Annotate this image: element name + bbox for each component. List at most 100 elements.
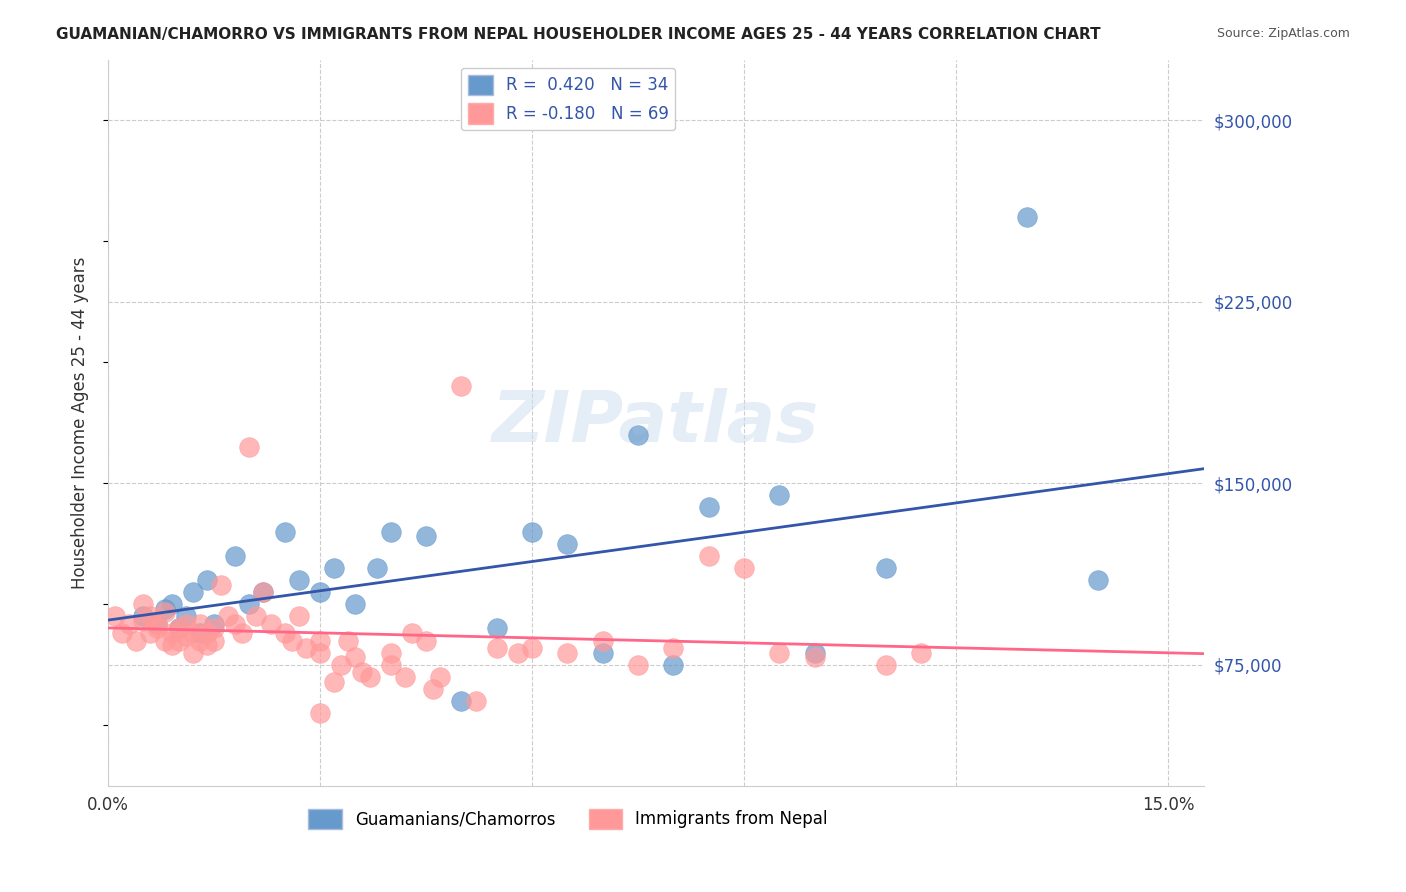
Text: GUAMANIAN/CHAMORRO VS IMMIGRANTS FROM NEPAL HOUSEHOLDER INCOME AGES 25 - 44 YEAR: GUAMANIAN/CHAMORRO VS IMMIGRANTS FROM NE… (56, 27, 1101, 42)
Point (231, 626, 253, 640)
Point (195, 573, 218, 587)
Point (485, 640, 508, 655)
Point (132, 609, 155, 624)
Point (167, 633, 190, 648)
Point (104, 609, 127, 624)
Point (394, 670, 416, 684)
Point (153, 605, 176, 619)
Point (188, 633, 211, 648)
Point (295, 640, 318, 655)
Point (132, 597, 155, 611)
Point (288, 609, 311, 624)
Point (125, 633, 148, 648)
Point (174, 629, 197, 643)
Point (224, 549, 246, 563)
Point (520, 640, 543, 655)
Point (224, 616, 246, 631)
Point (111, 626, 134, 640)
Point (464, 694, 486, 708)
Point (520, 524, 543, 539)
Point (1087, 573, 1109, 587)
Point (245, 609, 267, 624)
Point (323, 561, 346, 575)
Point (309, 706, 332, 721)
Point (309, 646, 332, 660)
Point (309, 633, 332, 648)
Point (557, 646, 579, 660)
Point (697, 549, 720, 563)
Point (181, 585, 204, 599)
Point (160, 597, 183, 611)
Point (662, 640, 685, 655)
Point (195, 626, 218, 640)
Point (323, 674, 346, 689)
Point (195, 639, 218, 653)
Point (804, 646, 827, 660)
Point (181, 646, 204, 660)
Point (450, 379, 472, 393)
Point (337, 633, 360, 648)
Point (139, 609, 162, 624)
Point (422, 681, 444, 696)
Point (202, 616, 225, 631)
Point (252, 585, 274, 599)
Point (174, 609, 197, 624)
Point (252, 585, 274, 599)
Text: ZIPatlas: ZIPatlas (492, 388, 820, 458)
Point (188, 616, 211, 631)
Point (380, 646, 402, 660)
Point (188, 626, 211, 640)
Point (450, 694, 472, 708)
Point (174, 616, 197, 631)
Point (132, 614, 155, 628)
Point (804, 650, 827, 665)
Point (202, 622, 225, 636)
Point (118, 616, 141, 631)
Point (415, 529, 437, 543)
Point (273, 524, 295, 539)
Point (401, 626, 423, 640)
Point (359, 670, 381, 684)
Point (167, 622, 190, 636)
Text: Source: ZipAtlas.com: Source: ZipAtlas.com (1216, 27, 1350, 40)
Point (592, 633, 614, 648)
Point (910, 646, 932, 660)
Point (415, 633, 437, 648)
Point (733, 561, 755, 575)
Point (288, 573, 311, 587)
Point (557, 537, 579, 551)
Point (167, 622, 190, 636)
Point (506, 646, 529, 660)
Point (697, 500, 720, 515)
Point (768, 488, 790, 502)
Point (153, 602, 176, 616)
Point (875, 657, 897, 672)
Point (238, 597, 260, 611)
Point (181, 626, 204, 640)
Point (380, 524, 402, 539)
Point (238, 440, 260, 454)
Point (160, 626, 183, 640)
Point (352, 665, 374, 679)
Point (330, 657, 353, 672)
Point (273, 626, 295, 640)
Point (627, 657, 650, 672)
Point (627, 427, 650, 442)
Point (875, 561, 897, 575)
Point (160, 639, 183, 653)
Legend: Guamanians/Chamorros, Immigrants from Nepal: Guamanians/Chamorros, Immigrants from Ne… (302, 802, 835, 836)
Point (366, 561, 388, 575)
Point (259, 616, 281, 631)
Point (139, 626, 162, 640)
Point (429, 670, 451, 684)
Y-axis label: Householder Income Ages 25 - 44 years: Householder Income Ages 25 - 44 years (72, 257, 89, 589)
Point (380, 657, 402, 672)
Point (309, 585, 332, 599)
Point (217, 609, 239, 624)
Point (662, 657, 685, 672)
Point (146, 616, 169, 631)
Point (209, 578, 232, 592)
Point (202, 633, 225, 648)
Point (344, 650, 367, 665)
Point (592, 646, 614, 660)
